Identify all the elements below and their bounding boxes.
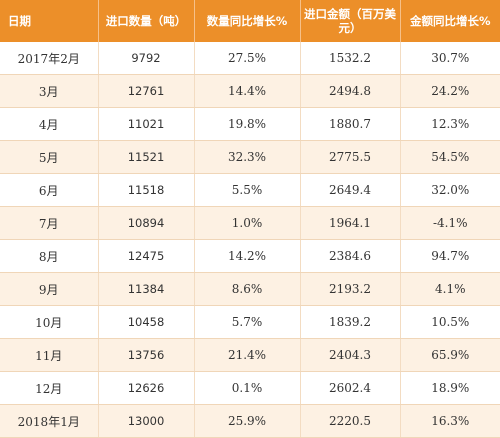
quantity-cell: 10894: [98, 206, 195, 240]
quantity-cell: 13000: [98, 404, 195, 438]
date-cell: 3月: [0, 74, 99, 108]
quantity-growth-cell: 14.4%: [194, 74, 301, 108]
value-growth-cell: 10.5%: [400, 305, 500, 339]
header-row: 日期 进口数量（吨） 数量同比增长% 进口金额（百万美元） 金额同比增长%: [0, 0, 500, 42]
value-growth-cell: 4.1%: [400, 272, 500, 306]
quantity-growth-cell: 8.6%: [194, 272, 301, 306]
table-row: 8月 12475 14.2% 2384.6 94.7%: [0, 239, 500, 273]
table-header: 日期 进口数量（吨） 数量同比增长% 进口金额（百万美元） 金额同比增长%: [0, 0, 500, 42]
value-cell: 2384.6: [300, 239, 401, 273]
value-cell: 1839.2: [300, 305, 401, 339]
header-date: 日期: [0, 0, 99, 42]
quantity-growth-cell: 5.5%: [194, 173, 301, 207]
quantity-growth-cell: 1.0%: [194, 206, 301, 240]
table-row: 2017年2月 9792 27.5% 1532.2 30.7%: [0, 42, 500, 75]
quantity-cell: 12761: [98, 74, 195, 108]
value-growth-cell: 12.3%: [400, 107, 500, 141]
quantity-growth-cell: 0.1%: [194, 371, 301, 405]
value-growth-cell: -4.1%: [400, 206, 500, 240]
quantity-cell: 11384: [98, 272, 195, 306]
table-row: 10月 10458 5.7% 1839.2 10.5%: [0, 305, 500, 339]
value-cell: 2649.4: [300, 173, 401, 207]
value-cell: 2193.2: [300, 272, 401, 306]
quantity-cell: 11521: [98, 140, 195, 174]
table-row: 4月 11021 19.8% 1880.7 12.3%: [0, 107, 500, 141]
table-row: 6月 11518 5.5% 2649.4 32.0%: [0, 173, 500, 207]
date-cell: 12月: [0, 371, 99, 405]
table-row: 5月 11521 32.3% 2775.5 54.5%: [0, 140, 500, 174]
header-import-value: 进口金额（百万美元）: [300, 0, 401, 42]
date-cell: 7月: [0, 206, 99, 240]
date-cell: 10月: [0, 305, 99, 339]
quantity-growth-cell: 5.7%: [194, 305, 301, 339]
value-growth-cell: 16.3%: [400, 404, 500, 438]
value-growth-cell: 65.9%: [400, 338, 500, 372]
date-cell: 2018年1月: [0, 404, 99, 438]
value-cell: 1532.2: [300, 42, 401, 75]
value-growth-cell: 24.2%: [400, 74, 500, 108]
quantity-cell: 11518: [98, 173, 195, 207]
quantity-cell: 10458: [98, 305, 195, 339]
date-cell: 9月: [0, 272, 99, 306]
quantity-growth-cell: 27.5%: [194, 42, 301, 75]
quantity-cell: 13756: [98, 338, 195, 372]
quantity-growth-cell: 32.3%: [194, 140, 301, 174]
table-row: 12月 12626 0.1% 2602.4 18.9%: [0, 371, 500, 405]
date-cell: 6月: [0, 173, 99, 207]
header-value-growth: 金额同比增长%: [400, 0, 500, 42]
date-cell: 4月: [0, 107, 99, 141]
table-row: 2018年1月 13000 25.9% 2220.5 16.3%: [0, 404, 500, 438]
header-import-quantity: 进口数量（吨）: [98, 0, 195, 42]
value-growth-cell: 18.9%: [400, 371, 500, 405]
value-cell: 2602.4: [300, 371, 401, 405]
value-growth-cell: 54.5%: [400, 140, 500, 174]
value-cell: 2404.3: [300, 338, 401, 372]
quantity-growth-cell: 25.9%: [194, 404, 301, 438]
table-body: 2017年2月 9792 27.5% 1532.2 30.7% 3月 12761 14.4% 2…: [0, 42, 500, 438]
date-cell: 8月: [0, 239, 99, 273]
quantity-growth-cell: 21.4%: [194, 338, 301, 372]
value-cell: 2220.5: [300, 404, 401, 438]
value-cell: 1964.1: [300, 206, 401, 240]
quantity-cell: 11021: [98, 107, 195, 141]
table-row: 11月 13756 21.4% 2404.3 65.9%: [0, 338, 500, 372]
value-growth-cell: 94.7%: [400, 239, 500, 273]
value-cell: 2494.8: [300, 74, 401, 108]
quantity-cell: 9792: [98, 42, 195, 75]
quantity-cell: 12626: [98, 371, 195, 405]
value-cell: 1880.7: [300, 107, 401, 141]
value-cell: 2775.5: [300, 140, 401, 174]
header-quantity-growth: 数量同比增长%: [194, 0, 301, 42]
value-growth-cell: 32.0%: [400, 173, 500, 207]
table-row: 7月 10894 1.0% 1964.1 -4.1%: [0, 206, 500, 240]
quantity-growth-cell: 14.2%: [194, 239, 301, 273]
table-row: 3月 12761 14.4% 2494.8 24.2%: [0, 74, 500, 108]
value-growth-cell: 30.7%: [400, 42, 500, 75]
table-row: 9月 11384 8.6% 2193.2 4.1%: [0, 272, 500, 306]
quantity-cell: 12475: [98, 239, 195, 273]
date-cell: 11月: [0, 338, 99, 372]
date-cell: 2017年2月: [0, 42, 99, 75]
date-cell: 5月: [0, 140, 99, 174]
quantity-growth-cell: 19.8%: [194, 107, 301, 141]
